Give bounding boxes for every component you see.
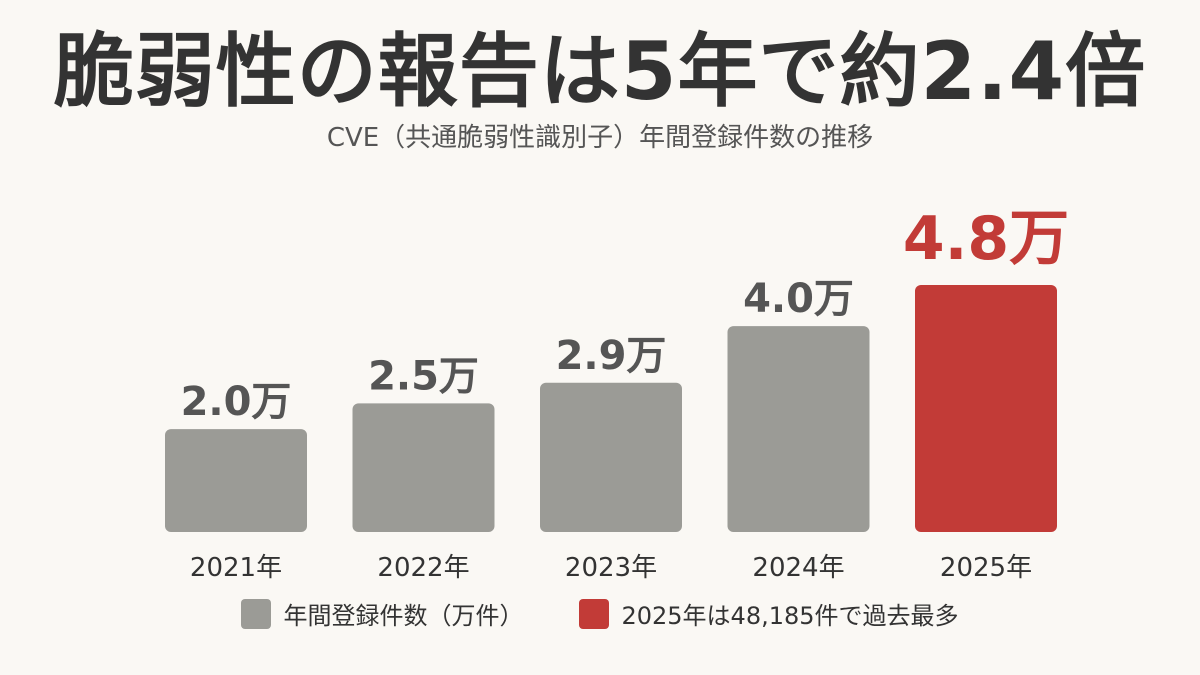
legend-item-record: 2025年は48,185件で過去最多 xyxy=(579,596,959,631)
bar-2023年 xyxy=(540,382,682,532)
legend-swatch-record xyxy=(579,598,610,629)
data-label-2021年: 2.0万 xyxy=(181,379,292,425)
legend-label-count: 年間登録件数（万件） xyxy=(283,602,524,630)
bar-2021年 xyxy=(165,429,307,532)
bar-2025年 xyxy=(915,285,1057,532)
x-tick-label-2024年: 2024年 xyxy=(752,553,844,583)
x-tick-label-2021年: 2021年 xyxy=(190,553,282,583)
x-tick-label-2022年: 2022年 xyxy=(377,553,469,583)
legend-swatch-count xyxy=(241,598,272,629)
data-label-2022年: 2.5万 xyxy=(368,353,479,399)
bar-2022年 xyxy=(352,403,495,532)
data-label-2024年: 4.0万 xyxy=(743,276,854,322)
x-tick-label-2023年: 2023年 xyxy=(565,553,657,583)
legend-label-record: 2025年は48,185件で過去最多 xyxy=(621,602,959,630)
page-subtitle: CVE（共通脆弱性識別子）年間登録件数の推移 xyxy=(326,123,874,153)
data-label-2023年: 2.9万 xyxy=(556,333,667,379)
bar-2024年 xyxy=(727,326,870,532)
page-title: 脆弱性の報告は5年で約2.4倍 xyxy=(53,25,1147,118)
x-tick-label-2025年: 2025年 xyxy=(940,553,1032,583)
data-label-2025年: 4.8万 xyxy=(903,204,1069,274)
legend: 年間登録件数（万件） 2025年は48,185件で過去最多 xyxy=(0,596,1200,631)
legend-item-count: 年間登録件数（万件） xyxy=(241,596,523,631)
